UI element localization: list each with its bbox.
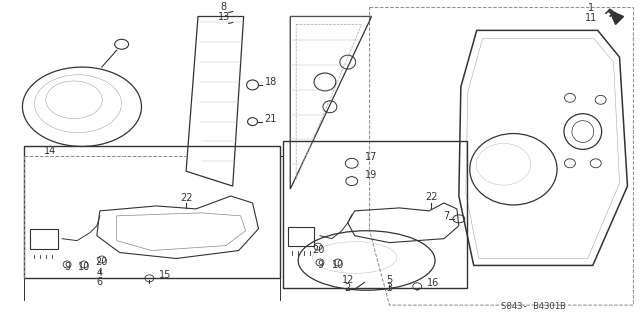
Text: 5: 5 bbox=[387, 275, 392, 285]
Text: 10: 10 bbox=[78, 263, 90, 272]
Text: FR.: FR. bbox=[603, 8, 621, 25]
Text: 15: 15 bbox=[159, 270, 172, 280]
Text: 22: 22 bbox=[180, 193, 193, 203]
Text: 7: 7 bbox=[443, 211, 449, 221]
Text: 11: 11 bbox=[585, 13, 597, 24]
Text: 20: 20 bbox=[312, 245, 324, 255]
Text: 18: 18 bbox=[264, 77, 276, 87]
Text: 20: 20 bbox=[95, 257, 108, 267]
Text: 2: 2 bbox=[345, 283, 351, 293]
Bar bbox=[284, 141, 467, 288]
Text: 13: 13 bbox=[218, 12, 230, 22]
Text: 6: 6 bbox=[97, 277, 103, 287]
Text: 22: 22 bbox=[425, 192, 437, 202]
Bar bbox=[30, 229, 58, 249]
Text: 19: 19 bbox=[365, 170, 377, 180]
Text: 10: 10 bbox=[332, 260, 344, 271]
Text: 12: 12 bbox=[342, 275, 354, 285]
Text: 16: 16 bbox=[427, 278, 440, 288]
Text: 9: 9 bbox=[317, 260, 323, 271]
Polygon shape bbox=[610, 11, 623, 25]
Text: 3: 3 bbox=[387, 283, 392, 293]
Text: 9: 9 bbox=[64, 263, 70, 272]
Text: 8: 8 bbox=[221, 2, 227, 11]
Text: 14: 14 bbox=[44, 146, 56, 156]
Text: 17: 17 bbox=[365, 152, 377, 162]
Bar bbox=[24, 146, 280, 278]
Text: 4: 4 bbox=[97, 268, 103, 278]
Bar bbox=[288, 227, 314, 246]
Text: 21: 21 bbox=[264, 114, 277, 124]
Text: S843- B4301B: S843- B4301B bbox=[501, 302, 566, 311]
Text: 1: 1 bbox=[588, 3, 594, 12]
